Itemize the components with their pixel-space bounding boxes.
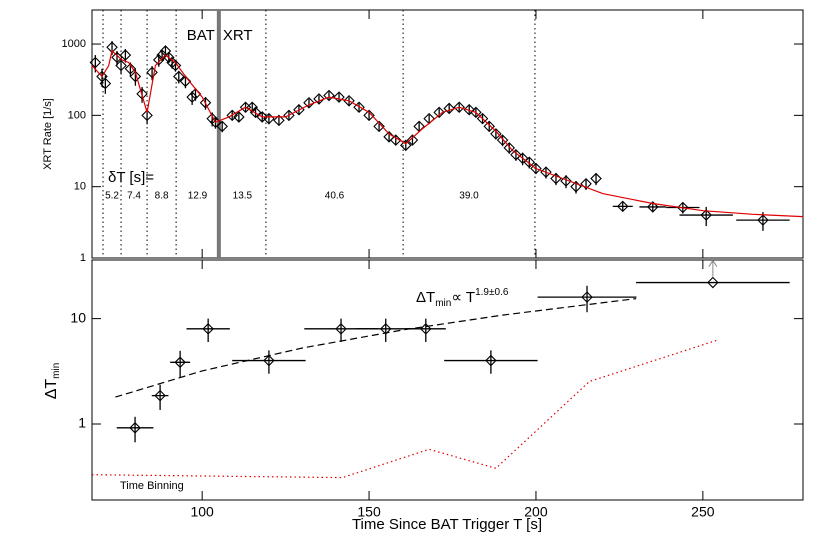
data-point xyxy=(581,291,593,303)
data-point xyxy=(129,422,141,434)
data-point xyxy=(202,323,214,335)
data-point xyxy=(485,354,497,367)
data-point xyxy=(353,101,365,114)
x-axis-label: Time Since BAT Trigger T [s] xyxy=(352,516,542,533)
dt-label: 12.9 xyxy=(188,191,208,202)
data-point xyxy=(313,93,325,105)
data-point xyxy=(590,172,602,185)
line-line xyxy=(91,49,804,218)
data-point xyxy=(580,177,592,190)
binning-label: Time Binning xyxy=(120,480,184,492)
data-point xyxy=(420,323,432,335)
y-label-main: ΔT xyxy=(43,379,60,400)
data-point xyxy=(174,356,186,369)
data-point xyxy=(363,109,375,122)
y-tick-label: 10 xyxy=(74,181,86,193)
data-point xyxy=(263,354,275,367)
top-frame xyxy=(91,9,804,259)
data-point xyxy=(490,128,502,140)
dotted-line xyxy=(91,339,717,479)
x-tick-label: 150 xyxy=(357,504,381,520)
data-point xyxy=(496,134,509,146)
data-point xyxy=(530,162,542,175)
data-point xyxy=(373,120,385,133)
lower-limit-arrow xyxy=(708,259,718,277)
data-point xyxy=(303,97,315,109)
data-point xyxy=(141,109,153,122)
data-point xyxy=(379,323,392,335)
y-tick-label: 1 xyxy=(78,415,86,431)
x-tick-label: 250 xyxy=(691,504,715,520)
y-tick-label: 1 xyxy=(80,252,86,264)
dt-title: δT [s]= xyxy=(108,169,154,186)
data-point xyxy=(443,102,455,115)
x-tick-label: 200 xyxy=(524,504,548,520)
y-axis-label: XRT Rate [1/s] xyxy=(42,98,54,170)
data-point xyxy=(389,134,402,146)
data-point xyxy=(124,62,137,75)
x-tick-label: 100 xyxy=(190,504,214,520)
data-point xyxy=(399,139,412,152)
dashed-line xyxy=(115,298,637,398)
data-point xyxy=(616,200,629,213)
y-tick-label: 100 xyxy=(68,109,86,121)
fit-prop: ∝ T xyxy=(451,289,475,306)
data-point xyxy=(173,70,185,83)
data-point xyxy=(483,120,496,133)
data-point xyxy=(136,88,148,100)
data-point xyxy=(323,89,335,102)
dt-label: 40.6 xyxy=(325,191,345,202)
data-point xyxy=(333,91,345,103)
data-point xyxy=(246,101,259,114)
xrt-label: XRT xyxy=(223,27,253,44)
data-point xyxy=(560,175,572,187)
data-point xyxy=(119,49,132,61)
data-point xyxy=(476,112,489,125)
data-point xyxy=(453,101,465,114)
data-point xyxy=(406,134,419,146)
dt-label: 39.0 xyxy=(459,191,479,202)
bat-xrt-line xyxy=(216,10,221,258)
data-point xyxy=(647,201,659,213)
data-point xyxy=(129,70,142,83)
data-point xyxy=(510,149,522,161)
dt-label: 5.2 xyxy=(105,191,119,202)
dt-label: 7.4 xyxy=(127,191,141,202)
y-axis-label: ΔTmin xyxy=(43,363,61,400)
fit-label: ΔTmin∝ T1.9±0.6 xyxy=(416,287,509,309)
data-point xyxy=(463,103,475,116)
data-point xyxy=(700,209,712,221)
data-point xyxy=(516,152,529,165)
data-point xyxy=(707,276,719,289)
data-point xyxy=(273,114,285,127)
y-tick-label: 10 xyxy=(70,309,86,325)
fit-main: ΔT xyxy=(416,289,435,306)
data-point xyxy=(503,142,516,154)
bat-label: BAT xyxy=(187,27,215,44)
dt-label: 8.8 xyxy=(155,191,169,202)
data-point xyxy=(216,120,228,133)
data-point xyxy=(169,59,182,72)
data-point xyxy=(199,97,212,109)
data-point xyxy=(433,106,445,119)
bottom-frame xyxy=(91,259,804,501)
data-point xyxy=(343,95,355,107)
dt-label: 13.5 xyxy=(233,191,253,202)
fit-sub: min xyxy=(435,298,451,309)
data-point xyxy=(89,56,102,69)
data-point xyxy=(335,323,347,335)
data-point xyxy=(115,59,127,72)
y-label-sub: min xyxy=(51,363,62,379)
data-point xyxy=(757,214,769,226)
data-point xyxy=(146,66,158,79)
data-point xyxy=(99,77,112,90)
fit-exp: 1.9±0.6 xyxy=(475,287,509,298)
data-point xyxy=(233,111,245,123)
data-point xyxy=(154,389,166,402)
y-tick-label: 1000 xyxy=(62,38,86,50)
data-point xyxy=(677,201,689,214)
